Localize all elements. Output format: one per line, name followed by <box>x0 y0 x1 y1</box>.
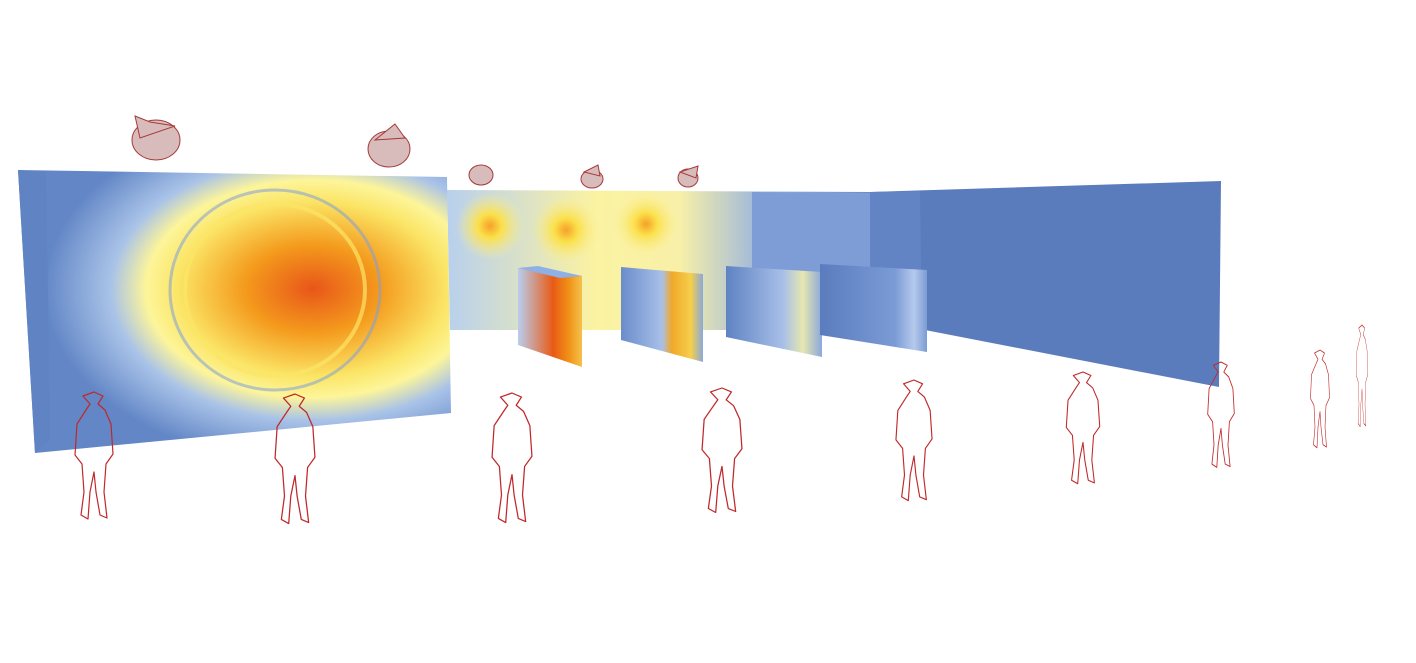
pillar <box>621 267 703 362</box>
ring <box>183 202 367 378</box>
pillar <box>726 266 822 357</box>
light-spot <box>456 192 524 260</box>
pillar-top <box>518 266 582 278</box>
person <box>1065 371 1101 485</box>
person <box>491 392 533 524</box>
person <box>895 379 933 502</box>
pillar <box>820 264 927 352</box>
light-cone <box>678 165 699 179</box>
wall-edge <box>18 170 50 453</box>
left-wall <box>18 170 451 453</box>
light-cone <box>373 123 406 141</box>
person <box>1310 349 1330 449</box>
ring <box>168 188 382 392</box>
light-spot <box>614 192 678 256</box>
person <box>1355 324 1369 428</box>
light-cone <box>134 115 176 139</box>
pillar <box>518 268 582 367</box>
light-spot <box>532 196 600 264</box>
lights <box>131 115 699 189</box>
light-cone <box>582 164 601 177</box>
light-cone <box>468 164 494 186</box>
person <box>701 387 743 514</box>
right-wall <box>870 181 1221 387</box>
